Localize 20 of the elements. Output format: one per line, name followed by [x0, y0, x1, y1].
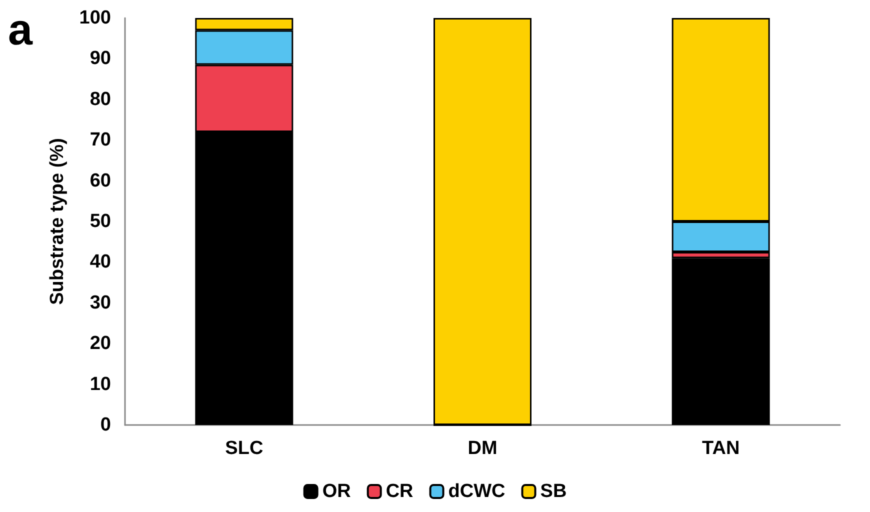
y-tick-label: 0 — [100, 414, 111, 436]
legend-label: CR — [386, 481, 414, 502]
y-tick-label: 70 — [90, 130, 111, 151]
y-tick-label: 50 — [90, 211, 111, 232]
y-tick-label: 30 — [90, 292, 111, 314]
y-tick-label: 100 — [79, 8, 111, 28]
legend-label: SB — [540, 481, 567, 502]
y-tick-label: 80 — [90, 88, 111, 110]
x-tick-label: DM — [468, 438, 498, 459]
y-tick-label: 20 — [90, 333, 111, 354]
y-tick-label: 10 — [90, 374, 111, 395]
y-axis-title: Substrate type (%) — [47, 138, 68, 305]
y-tick-label: 60 — [90, 170, 111, 192]
x-tick-label: SLC — [225, 438, 264, 459]
text: a — [8, 6, 33, 54]
legend-label: OR — [322, 481, 352, 502]
y-tick-label: 90 — [90, 48, 111, 70]
legend-label: dCWC — [448, 481, 506, 502]
x-tick-label: TAN — [702, 438, 740, 459]
y-tick-label: 40 — [90, 252, 111, 273]
